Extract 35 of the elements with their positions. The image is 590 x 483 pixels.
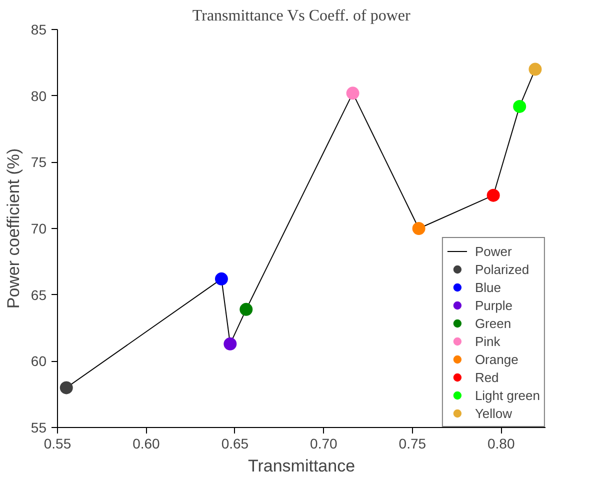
x-tick-label: 0.65 <box>221 436 249 452</box>
legend-label: Polarized <box>474 260 530 278</box>
legend-label: Purple <box>474 296 513 314</box>
x-tick-label: 0.70 <box>310 436 338 452</box>
y-tick-label: 85 <box>30 22 47 38</box>
y-tick-label: 60 <box>30 353 47 370</box>
x-axis-title: Transmittance <box>248 456 356 476</box>
legend-label: Power <box>474 242 512 260</box>
point <box>224 337 237 350</box>
legend-label: Red <box>474 368 499 386</box>
y-tick-label: 70 <box>30 220 47 236</box>
point <box>513 100 526 113</box>
x-tick-label: 0.60 <box>132 436 160 452</box>
y-tick-label: 55 <box>30 420 47 436</box>
point <box>528 62 542 76</box>
y-tick-label: 75 <box>30 154 47 170</box>
y-tick-label: 65 <box>30 286 47 303</box>
legend-label: Blue <box>474 278 501 296</box>
legend-label: Pink <box>474 332 500 350</box>
legend-label: Orange <box>474 350 518 368</box>
legend-label: Yellow <box>474 404 512 422</box>
point <box>346 86 360 100</box>
legend-label: Light green <box>474 386 540 404</box>
point <box>412 222 426 235</box>
y-tick-label: 80 <box>30 88 47 104</box>
x-tick-label: 0.75 <box>398 436 426 452</box>
point <box>240 302 253 316</box>
point <box>214 272 228 286</box>
legend-label: Green <box>474 314 512 332</box>
x-tick-label: 0.80 <box>488 436 515 452</box>
point <box>486 188 500 202</box>
point <box>60 381 73 394</box>
y-axis-title: Power coefficient (%) <box>4 148 23 309</box>
chart-title: Transmittance Vs Coeff. of power <box>192 8 411 24</box>
x-tick-label: 0.55 <box>44 436 72 452</box>
